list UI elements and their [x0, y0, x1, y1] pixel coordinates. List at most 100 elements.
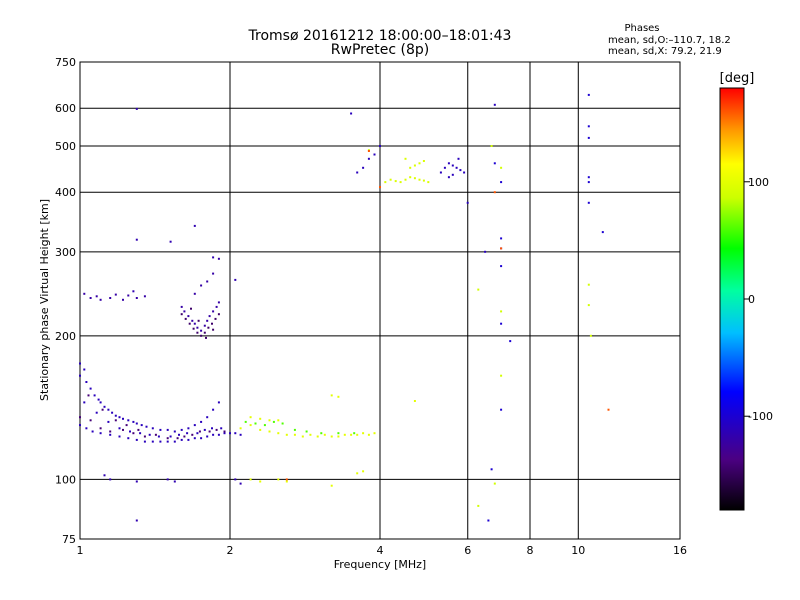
data-point	[422, 160, 425, 162]
data-point	[143, 295, 146, 298]
y-tick-label: 500	[55, 140, 76, 153]
data-point	[200, 284, 203, 287]
data-point	[89, 419, 92, 422]
y-tick-label: 750	[55, 56, 76, 69]
data-point	[89, 297, 92, 299]
data-point	[285, 478, 288, 481]
data-point	[217, 257, 220, 260]
data-point	[337, 395, 340, 398]
data-point	[587, 125, 590, 128]
data-point	[409, 176, 412, 179]
y-tick-labels: 750 600 500 400 300 200 100 75	[55, 56, 76, 546]
data-point	[184, 317, 187, 320]
data-point	[281, 422, 284, 425]
data-point	[83, 401, 86, 404]
data-point	[151, 440, 154, 443]
data-point	[200, 420, 203, 423]
data-point	[148, 433, 151, 436]
data-point	[337, 432, 340, 435]
data-point	[217, 301, 220, 304]
data-point	[234, 432, 237, 435]
data-point	[394, 180, 397, 183]
data-point	[190, 307, 192, 310]
data-point	[166, 440, 169, 443]
data-point	[490, 145, 493, 147]
data-point	[135, 438, 138, 441]
data-point	[455, 166, 458, 169]
data-point	[140, 424, 143, 427]
data-point	[418, 178, 421, 181]
data-point	[413, 400, 416, 402]
data-point	[173, 440, 176, 443]
data-point	[127, 294, 130, 297]
data-point	[239, 427, 242, 430]
data-point	[127, 437, 130, 440]
data-point	[129, 430, 131, 433]
data-point	[114, 419, 117, 422]
data-point	[212, 272, 215, 275]
data-point	[301, 435, 304, 438]
data-point	[109, 433, 112, 436]
data-point	[206, 280, 209, 283]
phases-heading: Phases	[624, 23, 659, 34]
data-point	[211, 427, 213, 430]
data-point	[214, 317, 217, 320]
x-tick-label: 2	[227, 544, 234, 557]
data-point	[135, 238, 138, 241]
data-point	[293, 428, 296, 431]
data-point	[99, 298, 102, 301]
data-point	[183, 310, 186, 313]
data-point	[107, 408, 110, 411]
data-point	[159, 428, 162, 431]
data-point	[239, 482, 242, 485]
data-point	[367, 433, 370, 436]
data-point	[500, 237, 503, 240]
data-point	[193, 437, 196, 440]
data-point	[193, 224, 196, 227]
data-point	[249, 416, 252, 419]
data-point	[350, 112, 353, 115]
data-point	[79, 362, 81, 365]
colorbar-tick-label: 0	[748, 293, 755, 306]
data-point	[493, 191, 496, 194]
data-point	[379, 145, 381, 147]
data-point	[180, 313, 183, 316]
data-point	[404, 157, 407, 160]
data-point	[268, 430, 271, 433]
data-point	[169, 240, 172, 243]
data-point	[589, 334, 592, 337]
data-point	[587, 283, 590, 286]
x-tick-label: 6	[464, 544, 471, 557]
data-point	[509, 340, 512, 343]
x-tick-labels: 1 2 4 6 8 10 16	[77, 544, 688, 557]
x-tick-label: 8	[527, 544, 534, 557]
data-point	[169, 435, 172, 438]
data-point	[457, 157, 460, 160]
data-point	[95, 295, 98, 298]
data-point	[263, 424, 266, 427]
data-point	[463, 171, 466, 174]
data-point	[139, 432, 142, 435]
data-point	[208, 315, 211, 318]
data-point	[85, 427, 88, 430]
data-point	[493, 482, 496, 485]
data-point	[97, 398, 100, 401]
data-point	[500, 166, 503, 169]
data-point	[587, 176, 590, 179]
data-point	[500, 310, 503, 313]
data-point	[127, 419, 130, 422]
data-point	[443, 166, 446, 169]
data-point	[166, 437, 169, 440]
data-point	[143, 435, 146, 438]
data-point	[103, 405, 106, 408]
data-point	[109, 430, 112, 433]
data-point	[178, 433, 180, 436]
data-point	[114, 414, 117, 417]
y-tick-label: 400	[55, 186, 76, 199]
data-point	[249, 478, 252, 481]
data-point	[234, 278, 237, 281]
data-point	[356, 433, 359, 436]
data-point	[223, 432, 226, 435]
data-point	[215, 305, 218, 308]
data-point	[206, 435, 209, 438]
